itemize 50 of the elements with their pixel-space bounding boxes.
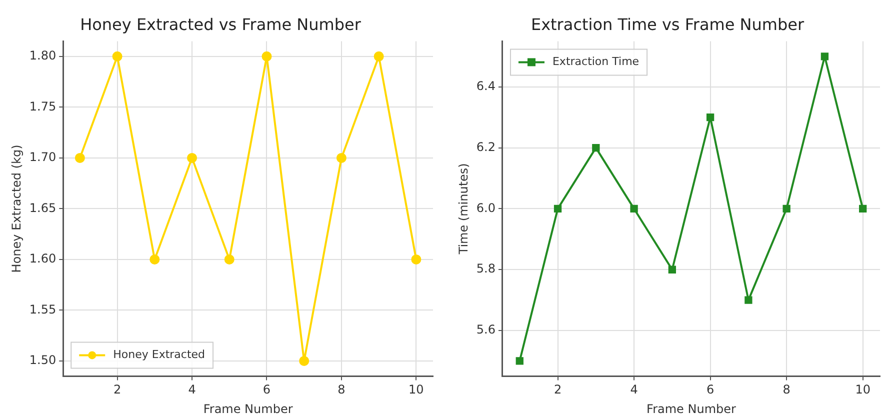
chart-title: Honey Extracted vs Frame Number [80,14,362,34]
y-tick-label: 6.2 [476,140,496,154]
point [820,52,829,60]
y-tick-label: 1.75 [29,99,56,114]
point [262,51,272,62]
legend-label: Honey Extracted [113,348,206,362]
point [630,204,638,213]
point [668,266,676,274]
point [411,254,422,264]
point [374,51,384,62]
x-tick-label: 6 [262,382,271,397]
point [706,114,714,122]
legend-label: Extraction Time [552,55,640,68]
y-tick-label: 1.50 [29,353,56,368]
point [554,204,562,213]
x-tick-label: 4 [188,382,196,397]
x-tick-label: 4 [630,382,638,397]
point [112,51,122,62]
point [299,356,310,366]
chart-title: Extraction Time vs Frame Number [530,14,804,34]
y-tick-label: 1.70 [29,150,56,164]
point [187,152,198,163]
y-tick-label: 6.0 [476,200,496,215]
point [224,254,234,264]
x-tick-label: 10 [408,382,424,397]
point [744,296,752,304]
x-tick-label: 10 [855,382,870,397]
y-axis-title: Time (minutes) [456,163,470,256]
y-axis-title: Honey Extracted (kg) [9,144,24,273]
x-tick-label: 6 [706,382,714,397]
x-tick-label: 2 [554,382,562,397]
y-tick-label: 5.6 [476,322,496,337]
point [859,204,867,213]
y-tick-label: 6.4 [476,79,496,94]
x-tick-label: 8 [338,382,346,397]
point [336,152,346,163]
y-tick-label: 1.60 [29,252,56,266]
x-tick-label: 2 [113,382,122,397]
y-tick-label: 1.80 [29,48,56,63]
x-axis-title: Frame Number [646,402,736,416]
point [516,357,524,365]
y-tick-label: 1.55 [29,302,56,316]
point [592,144,600,152]
x-tick-label: 8 [782,382,790,397]
point [782,204,790,213]
x-axis-title: Frame Number [203,402,293,416]
point [74,152,85,163]
point [150,254,160,264]
y-tick-label: 1.65 [29,200,56,215]
y-tick-label: 5.8 [476,262,496,276]
